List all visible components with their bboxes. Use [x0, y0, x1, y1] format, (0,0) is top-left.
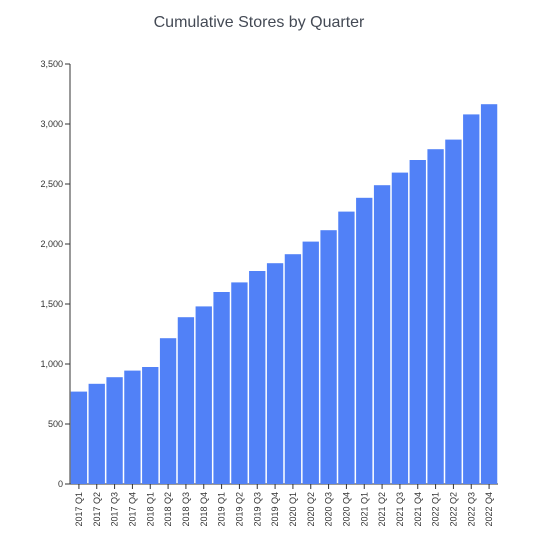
bar	[463, 114, 480, 485]
x-tick-label: 2022 Q4	[484, 492, 494, 527]
x-tick-label: 2021 Q3	[395, 492, 405, 527]
y-axis: 0 500 1,000 1,500 2,000 2,500 3,000 3,500	[40, 59, 71, 489]
bar	[88, 383, 105, 484]
y-tick-label: 1,500	[40, 299, 63, 309]
x-tick-label: 2017 Q1	[74, 492, 84, 527]
bar	[266, 263, 284, 484]
bar	[356, 197, 373, 485]
y-tick-label: 0	[58, 479, 63, 489]
x-axis: 2017 Q1 2017 Q2 2017 Q3 2017 Q4 2018 Q1 2018 …	[70, 483, 498, 527]
bar	[124, 370, 141, 484]
y-tick-label: 3,000	[40, 119, 63, 129]
bar	[142, 367, 159, 484]
bar	[445, 139, 462, 484]
bar	[373, 185, 391, 484]
bar	[231, 282, 248, 484]
x-tick-label: 2018 Q1	[145, 492, 155, 527]
bar	[338, 211, 355, 484]
bar	[284, 254, 302, 484]
bar	[391, 172, 409, 484]
bar	[409, 160, 426, 484]
x-tick-label: 2019 Q1	[217, 492, 227, 527]
x-tick-label: 2020 Q4	[341, 492, 351, 527]
bars	[70, 104, 498, 485]
x-tick-label: 2017 Q4	[127, 492, 137, 527]
y-tick-label: 500	[48, 419, 63, 429]
chart-title: Cumulative Stores by Quarter	[154, 14, 365, 31]
x-tick-label: 2018 Q4	[199, 492, 209, 527]
x-tick-label: 2021 Q2	[377, 492, 387, 527]
x-tick-label: 2020 Q3	[324, 492, 334, 527]
y-tick-label: 1,000	[40, 359, 63, 369]
x-tick-label: 2021 Q1	[359, 492, 369, 527]
x-tick-label: 2019 Q3	[252, 492, 262, 527]
x-tick-label: 2022 Q2	[448, 492, 458, 527]
x-tick-label: 2020 Q1	[288, 492, 298, 527]
x-tick-label: 2019 Q2	[234, 492, 244, 527]
x-tick-label: 2018 Q2	[163, 492, 173, 527]
x-tick-label: 2021 Q4	[413, 492, 423, 527]
x-tick-label: 2020 Q2	[306, 492, 316, 527]
bar	[195, 306, 212, 484]
bar	[213, 292, 230, 484]
x-tick-label: 2022 Q3	[466, 492, 476, 527]
bar	[249, 271, 266, 484]
bar	[159, 338, 177, 484]
x-tick-label: 2017 Q2	[92, 492, 102, 527]
bar	[177, 317, 195, 484]
y-tick-label: 2,500	[40, 179, 63, 189]
x-tick-label: 2019 Q4	[270, 492, 280, 527]
y-tick-label: 3,500	[40, 59, 63, 69]
x-tick-label: 2018 Q3	[181, 492, 191, 527]
bar	[106, 377, 123, 484]
bar	[427, 149, 444, 484]
x-tick-label: 2017 Q3	[110, 492, 120, 527]
x-tick-label: 2022 Q1	[431, 492, 441, 527]
bar	[302, 241, 319, 484]
bar	[320, 230, 337, 484]
bar	[480, 104, 498, 484]
y-tick-label: 2,000	[40, 239, 63, 249]
bar	[70, 391, 88, 484]
